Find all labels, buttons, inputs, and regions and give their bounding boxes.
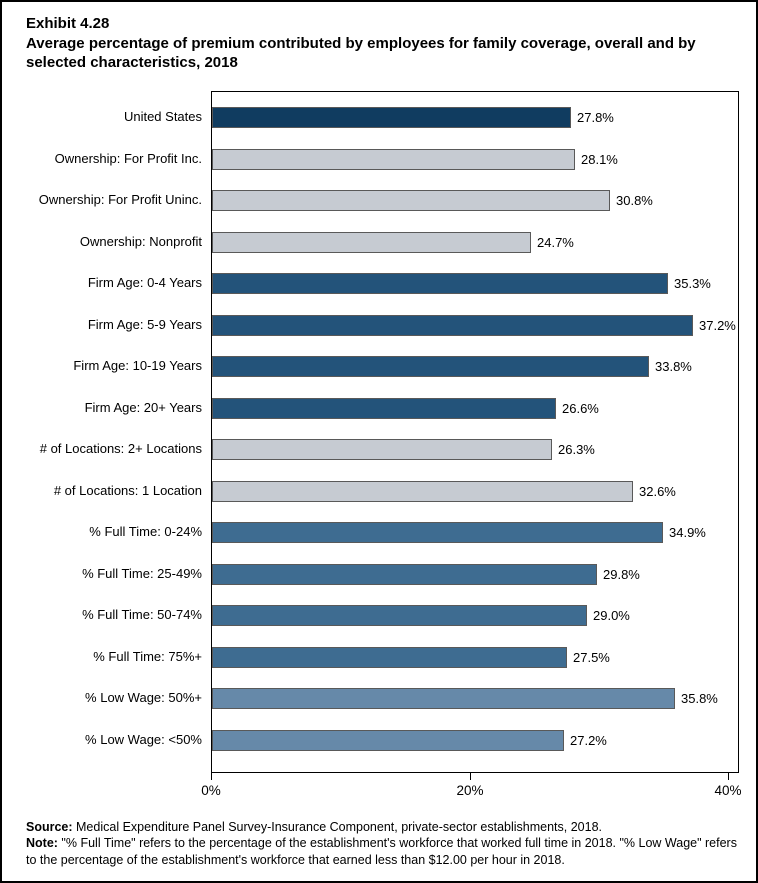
bar (212, 729, 564, 751)
bar (212, 107, 571, 129)
x-axis-tick (211, 773, 212, 780)
value-label: 24.7% (537, 234, 574, 250)
source-label: Source: (26, 820, 73, 834)
category-label: % Low Wage: <50% (85, 731, 202, 747)
category-label: Ownership: For Profit Uninc. (38, 192, 202, 208)
value-label: 32.6% (639, 483, 676, 499)
plot-area: 27.8% 28.1% 30.8% 24.7% 35.3% 37.2% 33.8% 26.6%… (211, 91, 739, 773)
category-label: United States (123, 109, 202, 125)
footnotes: Source: Medical Expenditure Panel Survey… (26, 819, 738, 868)
value-label: 30.8% (616, 193, 653, 209)
category-label: Firm Age: 20+ Years (84, 399, 202, 415)
value-label: 29.0% (593, 608, 630, 624)
value-label: 35.3% (674, 276, 711, 292)
category-label: Firm Age: 10-19 Years (73, 358, 202, 374)
value-label: 34.9% (669, 525, 706, 541)
category-label: % Full Time: 0-24% (89, 524, 202, 540)
value-label: 33.8% (655, 359, 692, 375)
category-label: # of Locations: 2+ Locations (39, 441, 202, 457)
bar (212, 688, 675, 710)
category-label: % Full Time: 25-49% (82, 565, 202, 581)
bar (212, 314, 693, 336)
category-label: Firm Age: 0-4 Years (87, 275, 202, 291)
title-block: Exhibit 4.28 Average percentage of premi… (26, 15, 732, 73)
category-label: % Full Time: 75%+ (93, 648, 202, 664)
note-text: "% Full Time" refers to the percentage o… (26, 836, 737, 867)
method-note: Note: "% Full Time" refers to the percen… (26, 835, 738, 868)
bar (212, 231, 531, 253)
x-axis-tick-label: 0% (201, 783, 221, 798)
source-note: Source: Medical Expenditure Panel Survey… (26, 819, 738, 835)
bar (212, 605, 587, 627)
x-axis-tick-label: 40% (714, 783, 742, 798)
bar (212, 439, 552, 461)
source-text: Medical Expenditure Panel Survey-Insuran… (72, 820, 602, 834)
value-label: 37.2% (699, 317, 736, 333)
value-label: 26.6% (562, 400, 599, 416)
value-label: 26.3% (558, 442, 595, 458)
bar-chart: 27.8% 28.1% 30.8% 24.7% 35.3% 37.2% 33.8% 26.6%… (2, 91, 756, 811)
x-axis-tick (728, 773, 729, 780)
category-label: Firm Age: 5-9 Years (87, 316, 202, 332)
value-label: 27.2% (570, 732, 607, 748)
value-label: 28.1% (581, 151, 618, 167)
category-label: Ownership: For Profit Inc. (54, 150, 202, 166)
note-label: Note: (26, 836, 58, 851)
category-label: % Full Time: 50-74% (82, 607, 202, 623)
bar (212, 397, 556, 419)
bar (212, 148, 575, 170)
value-label: 35.8% (681, 691, 718, 707)
value-label: 29.8% (603, 566, 640, 582)
page-title: Average percentage of premium contribute… (26, 34, 696, 72)
exhibit-number: Exhibit 4.28 (26, 15, 110, 32)
bar (212, 190, 610, 212)
value-label: 27.8% (577, 110, 614, 126)
bar (212, 563, 597, 585)
category-label: Ownership: Nonprofit (79, 233, 202, 249)
x-axis-tick (470, 773, 471, 780)
bar (212, 273, 668, 295)
bar (212, 356, 649, 378)
x-axis-tick-label: 20% (456, 783, 484, 798)
category-label: # of Locations: 1 Location (53, 482, 202, 498)
bar (212, 646, 567, 668)
value-label: 27.5% (573, 649, 610, 665)
bar (212, 480, 633, 502)
category-label: % Low Wage: 50%+ (85, 690, 202, 706)
bar (212, 522, 663, 544)
